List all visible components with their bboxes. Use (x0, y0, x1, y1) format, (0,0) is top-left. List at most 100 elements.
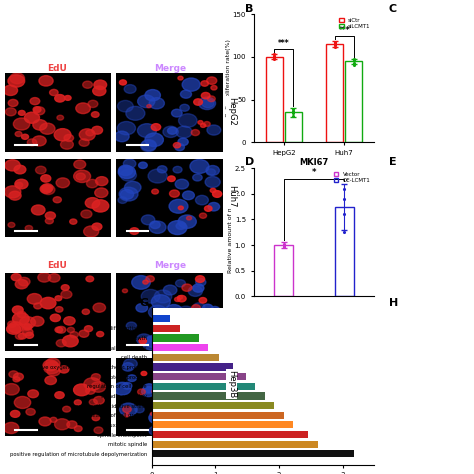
Text: EdU: EdU (47, 64, 67, 73)
Circle shape (162, 337, 173, 346)
Circle shape (55, 327, 63, 333)
Point (331, 41, 338, 49)
Circle shape (142, 386, 155, 397)
Circle shape (8, 75, 25, 87)
Circle shape (74, 160, 86, 169)
Circle shape (178, 76, 183, 80)
Circle shape (195, 195, 209, 205)
Bar (152, 402, 274, 409)
Circle shape (128, 375, 137, 382)
Circle shape (205, 176, 220, 188)
Circle shape (8, 222, 15, 228)
Circle shape (167, 127, 177, 134)
Circle shape (16, 182, 23, 188)
Circle shape (189, 378, 198, 385)
Circle shape (46, 358, 60, 369)
Circle shape (30, 98, 40, 105)
Circle shape (18, 110, 25, 115)
Circle shape (8, 321, 16, 328)
Circle shape (86, 387, 95, 394)
Circle shape (85, 198, 100, 208)
Circle shape (118, 166, 136, 179)
Circle shape (91, 374, 100, 381)
Circle shape (41, 175, 51, 182)
Circle shape (145, 133, 164, 146)
Circle shape (169, 200, 188, 213)
Circle shape (202, 99, 214, 108)
Circle shape (93, 303, 106, 312)
Circle shape (31, 205, 45, 215)
Point (280, 240, 288, 247)
Circle shape (181, 368, 191, 376)
Circle shape (201, 381, 217, 392)
Circle shape (94, 427, 103, 434)
Circle shape (146, 276, 155, 282)
Point (331, 39, 338, 47)
Circle shape (159, 323, 173, 334)
Circle shape (46, 218, 54, 224)
Circle shape (63, 406, 71, 412)
Bar (152, 354, 219, 361)
Circle shape (184, 362, 197, 371)
Circle shape (137, 95, 155, 108)
Point (350, 61, 358, 68)
Circle shape (97, 331, 104, 337)
Circle shape (170, 190, 179, 197)
Circle shape (57, 115, 64, 120)
Circle shape (7, 324, 20, 334)
Circle shape (83, 226, 99, 237)
Circle shape (208, 337, 213, 341)
Circle shape (188, 286, 202, 296)
Circle shape (9, 191, 21, 200)
Circle shape (55, 296, 62, 301)
Circle shape (178, 138, 188, 146)
Circle shape (124, 413, 129, 417)
Circle shape (195, 390, 208, 399)
Circle shape (150, 221, 160, 228)
Circle shape (76, 173, 85, 180)
Circle shape (164, 406, 182, 419)
Circle shape (193, 303, 205, 311)
Circle shape (145, 336, 162, 347)
Circle shape (173, 143, 181, 148)
Circle shape (4, 383, 19, 395)
Circle shape (200, 213, 207, 219)
Circle shape (156, 337, 166, 344)
Text: B: B (245, 4, 254, 14)
Bar (152, 421, 293, 428)
Circle shape (155, 423, 164, 429)
Circle shape (188, 402, 202, 413)
Circle shape (210, 335, 223, 344)
Legend: siCtr, siLCMT1: siCtr, siLCMT1 (338, 17, 372, 30)
Bar (274, 245, 293, 296)
Circle shape (126, 106, 145, 120)
Circle shape (18, 277, 30, 286)
Circle shape (43, 360, 58, 371)
Circle shape (145, 90, 160, 101)
Circle shape (204, 410, 215, 419)
Y-axis label: Cell proliferation rate(%): Cell proliferation rate(%) (226, 39, 231, 117)
Circle shape (187, 395, 205, 409)
Circle shape (188, 428, 198, 436)
Circle shape (40, 123, 55, 134)
Circle shape (18, 333, 26, 339)
Circle shape (31, 317, 44, 326)
Circle shape (139, 338, 146, 344)
Circle shape (172, 109, 182, 117)
Circle shape (201, 124, 206, 128)
Circle shape (143, 384, 155, 392)
Circle shape (86, 179, 98, 188)
Circle shape (50, 90, 58, 96)
Circle shape (143, 280, 148, 284)
Circle shape (201, 81, 209, 86)
Text: E: E (389, 157, 396, 167)
Title: MKI67: MKI67 (300, 158, 328, 167)
Circle shape (74, 400, 82, 405)
Bar (152, 364, 233, 371)
Text: Huh7: Huh7 (227, 185, 236, 208)
Circle shape (45, 212, 55, 219)
Circle shape (212, 191, 222, 197)
Circle shape (28, 390, 38, 398)
Circle shape (88, 100, 98, 108)
Circle shape (186, 216, 191, 220)
